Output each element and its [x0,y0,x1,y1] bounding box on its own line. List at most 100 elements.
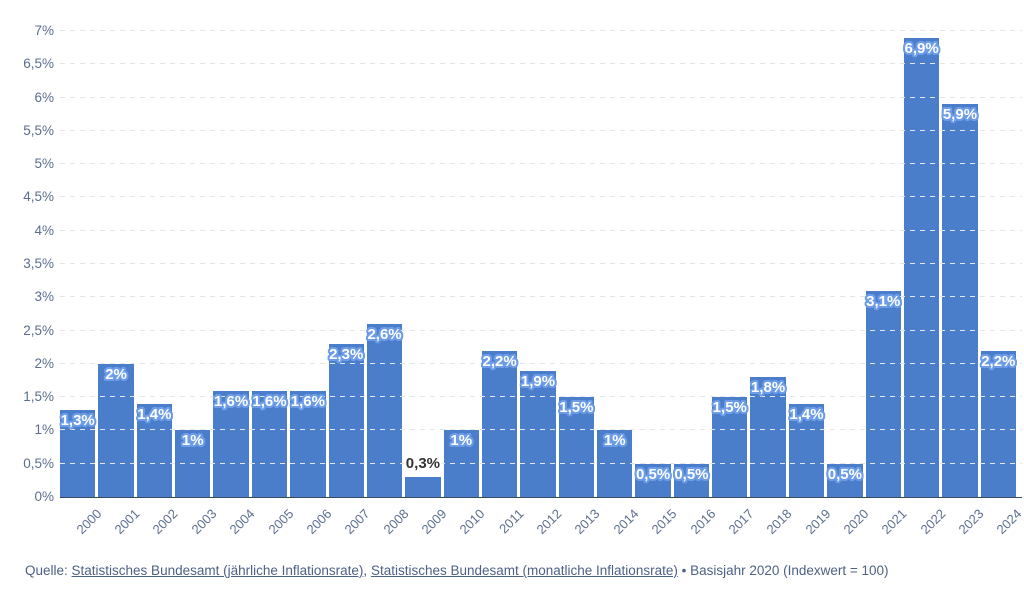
source-link-monthly[interactable]: Statistisches Bundesamt (monatliche Infl… [370,563,678,578]
bar-2000: 1,3% [60,410,96,497]
source-link-annual[interactable]: Statistisches Bundesamt (jährliche Infla… [71,563,364,578]
x-tick-label: 2014 [610,506,642,538]
bar-2005: 1,6% [251,390,288,497]
bar-column-2009: 0,3% 2009 [405,31,450,537]
bar-2003: 1% [175,430,211,497]
y-tick-label: 3% [34,289,54,305]
bar-2004: 1,6% [213,390,249,497]
bar-column-2019: 1,4% 2019 [788,31,833,537]
gridline [60,30,1022,31]
x-tick-label: 2024 [993,506,1024,538]
bar-2024: 2,2% [980,350,1016,497]
x-tick-label: 2001 [111,506,143,538]
bar-2013: 1,5% [558,397,595,497]
gridline [60,396,1022,398]
x-tick-label: 2020 [840,506,872,538]
bar-column-2003: 1% 2003 [175,31,219,537]
y-tick-label: 1% [34,422,54,438]
bar-column-2018: 1,8% 2018 [750,31,795,537]
bar-value-label: 1,6% [252,392,287,410]
bar-2023: 5,9% [942,104,978,497]
y-tick-label: 0,5% [23,455,54,471]
bar-column-2012: 1,9% 2012 [520,31,565,537]
x-tick-label: 2002 [149,506,182,538]
bar-value-label: 0,3% [405,455,441,473]
bar-2006: 1,6% [290,390,326,497]
bar-2014: 1% [597,430,633,497]
x-tick-label: 2008 [380,506,412,538]
bar-value-label: 1% [181,432,204,450]
bar-2021: 3,1% [865,290,901,497]
bar-column-2001: 2% 2001 [98,31,143,537]
x-tick-label: 2011 [495,506,527,537]
bar-2009: 0,3% [405,455,441,497]
bar-2019: 1,4% [788,403,825,497]
bars: 1,3% 2000 2% 2001 1,4% 2002 1% 2003 1,6% 2004 1,6%… [60,31,1024,537]
x-tick-label: 2015 [648,506,680,538]
x-tick-label: 2003 [188,506,220,538]
bar-column-2010: 1% 2010 [443,31,488,537]
y-tick-label: 5,5% [23,122,54,138]
bar-column-2013: 1,5% 2013 [558,31,603,537]
gridline [60,462,1022,464]
bar-column-2007: 2,3% 2007 [328,31,373,537]
x-tick-label: 2021 [878,506,910,538]
bar-value-label: 0,5% [674,465,709,483]
gridline [60,429,1022,431]
bar-value-label: 2,2% [981,352,1016,370]
bar-value-label: 5,9% [942,106,978,124]
bar-column-2014: 1% 2014 [597,31,641,537]
gridline [60,229,1022,231]
x-tick-label: 2009 [418,506,450,538]
y-tick-label: 4,5% [23,189,54,205]
bar-value-label: 1,5% [712,399,747,417]
bar-value-label: 1,8% [751,379,786,397]
bar-value-label: 1,5% [559,399,594,417]
x-tick-label: 2019 [802,506,834,538]
gridline [60,196,1022,198]
gridline [60,96,1022,98]
x-tick-label: 2004 [226,506,258,538]
bar-column-2002: 1,4% 2002 [136,31,181,537]
bar-column-2008: 2,6% 2008 [366,31,411,537]
bar-value-label: 1,6% [214,392,249,410]
y-tick-label: 6,5% [23,56,54,72]
bar-column-2021: 3,1% 2021 [865,31,910,537]
bar-value-label: 3,1% [866,292,901,310]
bar-value-label: 1,4% [789,405,824,423]
bar-value-label: 0,5% [635,465,671,483]
bar-2008: 2,6% [366,323,403,497]
bar-column-2000: 1,3% 2000 [60,31,104,537]
bar-2015: 0,5% [635,463,671,497]
bar-value-label: 1% [450,432,473,450]
x-tick-label: 2012 [533,506,565,538]
x-tick-label: 2023 [955,506,987,538]
bar-value-label: 1,6% [290,392,325,410]
bar-2012: 1,9% [520,370,556,497]
y-axis: 0% 0,5% 1% 1,5% 2% 2,5% 3% 3,5% 4% 4,5% 5% 5,5% 6% 6,… [0,23,54,504]
y-tick-label: 7% [34,23,54,38]
x-tick-label: 2000 [73,506,105,538]
gridline [60,129,1022,131]
bar-column-2023: 5,9% 2023 [942,31,987,537]
bar-2007: 2,3% [328,343,364,497]
bar-column-2020: 0,5% 2020 [827,31,871,537]
bar-2020: 0,5% [827,463,863,497]
bar-value-label: 6,9% [904,39,939,57]
source-suffix: • Basisjahr 2020 (Indexwert = 100) [677,563,889,578]
y-tick-label: 4% [34,222,54,238]
x-tick-label: 2017 [725,506,757,538]
bar-2018: 1,8% [750,377,786,497]
source-prefix: Quelle: [25,563,72,578]
bar-column-2011: 2,2% 2011 [481,31,526,536]
bar-value-label: 2% [105,365,127,383]
y-tick-label: 5% [34,156,54,172]
x-tick-label: 2022 [917,506,949,538]
bar-2022: 6,9% [903,37,940,497]
bar-2002: 1,4% [136,403,173,497]
bar-column-2022: 6,9% 2022 [903,31,948,537]
bar-column-2017: 1,5% 2017 [712,31,756,537]
bar-value-label: 1,4% [137,405,172,423]
source-footer: Quelle: Statistisches Bundesamt (jährlic… [25,563,889,578]
